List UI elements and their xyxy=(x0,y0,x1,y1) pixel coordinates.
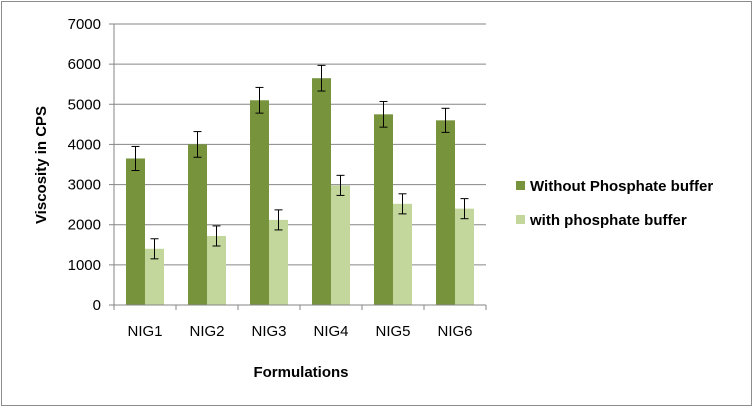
y-tick-label: 6000 xyxy=(68,56,101,73)
error-bar xyxy=(441,107,450,133)
x-tick-label: NIG1 xyxy=(127,323,162,340)
error-bar xyxy=(317,64,326,92)
y-tick-label: 1000 xyxy=(68,257,101,274)
x-tick-label: NIG6 xyxy=(437,323,472,340)
y-tick-label: 2000 xyxy=(68,217,101,234)
error-bar xyxy=(460,198,469,220)
x-tick-labels: NIG1 NIG2 NIG3 NIG4 NIG5 NIG6 xyxy=(127,323,472,340)
error-bar xyxy=(212,225,221,247)
y-tick-label: 0 xyxy=(93,297,101,314)
error-bars xyxy=(131,64,469,260)
axes xyxy=(109,23,487,310)
bar-without-phosphate xyxy=(312,78,331,305)
bar-with-phosphate xyxy=(393,203,412,305)
legend-swatch-with-phosphate xyxy=(516,215,525,224)
legend-swatch-without-phosphate xyxy=(516,181,525,190)
bar-without-phosphate xyxy=(188,144,207,305)
bar-without-phosphate xyxy=(126,158,145,305)
bar-with-phosphate xyxy=(269,219,288,305)
gridlines xyxy=(114,23,486,266)
bar-with-phosphate xyxy=(455,208,474,305)
x-tick-label: NIG2 xyxy=(189,323,224,340)
x-tick-label: NIG4 xyxy=(313,323,348,340)
legend-label-without-phosphate: Without Phosphate buffer xyxy=(530,178,713,195)
y-tick-label: 5000 xyxy=(68,96,101,113)
error-bar xyxy=(131,145,140,172)
x-tick-label: NIG5 xyxy=(375,323,410,340)
bar-without-phosphate xyxy=(250,100,269,306)
bar-with-phosphate xyxy=(331,185,350,305)
error-bar xyxy=(193,131,202,158)
error-bar xyxy=(336,174,345,196)
y-tick-label: 7000 xyxy=(68,16,101,33)
bar-without-phosphate xyxy=(436,120,455,305)
bars xyxy=(126,78,474,306)
error-bar xyxy=(255,86,264,114)
y-axis-title: Viscosity in CPS xyxy=(33,106,50,224)
bar-with-phosphate xyxy=(145,248,164,305)
y-tick-labels: 0 1000 2000 3000 4000 5000 6000 7000 xyxy=(68,16,101,314)
y-tick-label: 3000 xyxy=(68,177,101,194)
y-tick-label: 4000 xyxy=(68,136,101,153)
bar-with-phosphate xyxy=(207,235,226,305)
x-axis-title: Formulations xyxy=(253,364,348,381)
error-bar xyxy=(398,193,407,215)
bar-without-phosphate xyxy=(374,114,393,305)
legend-label-with-phosphate: with phosphate buffer xyxy=(529,212,687,229)
x-tick-label: NIG3 xyxy=(251,323,286,340)
error-bar xyxy=(379,100,388,128)
error-bar xyxy=(274,209,283,231)
error-bar xyxy=(150,238,159,260)
legend: Without Phosphate buffer with phosphate … xyxy=(516,178,713,229)
